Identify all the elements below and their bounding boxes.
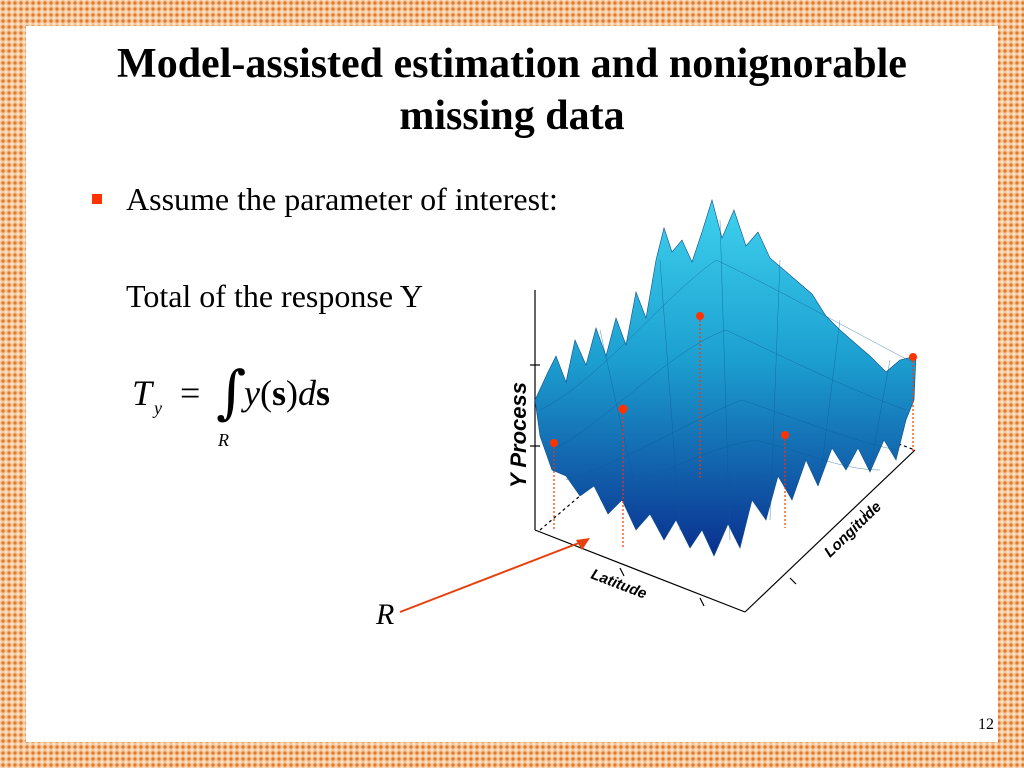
sample-point-stems [553,316,914,548]
integrand-s: s [271,373,286,413]
region-arrow-head-icon [576,538,590,550]
page-number: 12 [978,716,994,733]
integrand-y: y [244,373,260,413]
y-axis-label: Longitude [821,498,885,561]
integrand-ds: s [316,373,331,413]
region-arrow [399,540,585,613]
title-line-1: Model-assisted estimation and nonignorab… [117,41,907,87]
formula-lhs-subscript: y [154,398,162,418]
formula-integral-limit: R [218,430,229,450]
formula-integrand: y(s)ds [244,372,330,414]
integrand-d: d [298,373,316,413]
sub-text: Total of the response Y [126,278,423,314]
surface-mesh [534,198,917,557]
bullet-text: Assume the parameter of interest: [126,181,558,217]
formula-integral-sign: ∫ [216,358,247,426]
total-formula: T y = ∫ R y(s)ds [128,358,368,464]
formula-equals: = [180,373,201,413]
sample-points [550,312,917,447]
integrand-open: ( [259,373,272,413]
slide-title: Model-assisted estimation and nonignorab… [0,38,1024,142]
formula-lhs: T [132,373,153,413]
surface-wireframe [539,219,913,541]
bullet-square-icon [92,194,102,204]
sample-point [550,439,558,447]
sample-point [696,312,704,320]
sample-point [781,431,789,439]
title-line-2: missing data [399,93,625,139]
sample-point [618,404,628,414]
z-axis-label: Y Process [506,382,531,488]
sample-point [909,353,917,361]
region-label: R [376,598,395,631]
integrand-close: ) [286,373,298,413]
